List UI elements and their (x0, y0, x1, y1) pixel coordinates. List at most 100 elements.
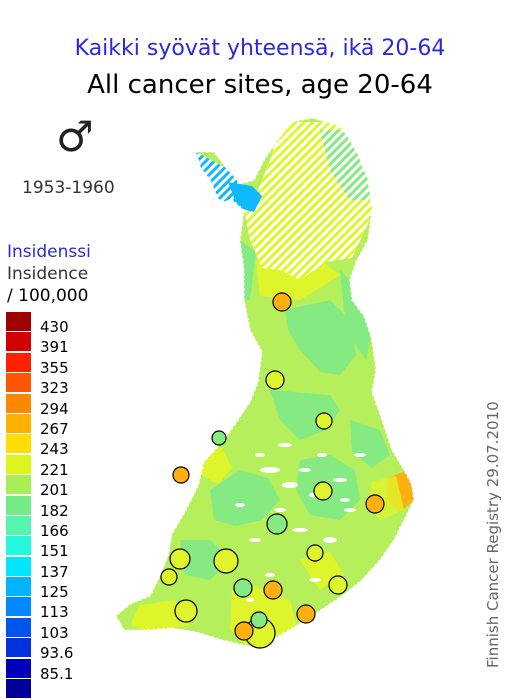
legend-value: 323 (40, 379, 69, 398)
lake (265, 573, 275, 577)
legend-item: 243 (6, 434, 106, 459)
region-marker (169, 548, 191, 570)
region-marker (160, 568, 178, 586)
lake (292, 528, 308, 532)
legend-value: 137 (40, 562, 69, 581)
legend-item: 201 (6, 475, 106, 500)
legend-swatch (6, 515, 31, 535)
lake (317, 453, 327, 457)
legend-value: 221 (40, 460, 69, 479)
lake (354, 453, 366, 457)
legend-swatch (6, 597, 31, 617)
region-marker (313, 481, 333, 501)
legend-swatch (6, 454, 31, 474)
region-marker (365, 494, 385, 514)
legend-value: 93.6 (40, 644, 74, 663)
legend-item: 294 (6, 393, 106, 416)
legend-title-finnish: Insidenssi (7, 242, 91, 262)
legend-item: 125 (6, 577, 106, 602)
legend-item: 85.1 (6, 658, 106, 683)
legend-swatch (6, 413, 31, 433)
legend-swatch (6, 679, 31, 699)
lake (249, 538, 261, 542)
lake (246, 598, 254, 602)
legend-swatch (6, 536, 31, 556)
legend-swatch (6, 495, 31, 515)
region-marker (266, 513, 288, 535)
green-zone (340, 270, 372, 360)
legend-value: 430 (40, 318, 69, 336)
legend-value: 103 (40, 623, 69, 642)
region-marker (234, 621, 254, 641)
lake (274, 508, 286, 512)
legend-value: 355 (40, 358, 69, 377)
legend-item: 391 (6, 332, 106, 357)
region-marker (250, 611, 268, 629)
region-marker (296, 604, 316, 624)
legend-value: 85.1 (40, 664, 74, 683)
legend-item: 323 (6, 373, 106, 398)
legend-item: 355 (6, 352, 106, 377)
legend-value: 182 (40, 501, 69, 520)
legend-value: 113 (40, 603, 69, 622)
lake (255, 453, 265, 457)
legend-swatch (6, 475, 31, 495)
legend-swatch (6, 617, 31, 637)
lake (260, 467, 280, 473)
legend-swatch (6, 393, 31, 413)
green-zone (285, 300, 356, 375)
region-marker (315, 412, 333, 430)
legend-value: 151 (40, 542, 69, 561)
region-marker (272, 292, 292, 312)
lake (235, 503, 245, 507)
legend-title-english: Insidence (7, 264, 89, 284)
lake (309, 578, 321, 582)
legend-item: 166 (6, 515, 106, 540)
male-symbol-icon: ♂ (56, 112, 94, 161)
region-marker (265, 370, 285, 390)
legend-item: 151 (6, 536, 106, 561)
legend-unit: / 100,000 (7, 286, 89, 306)
legend-value: 125 (40, 583, 69, 602)
legend-value: 243 (40, 440, 69, 459)
lake (282, 482, 298, 488)
legend-swatch (6, 638, 31, 658)
title-english: All cancer sites, age 20-64 (87, 70, 433, 100)
region-marker (172, 466, 190, 484)
legend-swatch (6, 434, 31, 454)
lake (344, 508, 356, 512)
title-finnish: Kaikki syövät yhteensä, ikä 20-64 (74, 36, 446, 61)
period-label: 1953-1960 (22, 178, 115, 198)
legend-value: 391 (40, 338, 69, 357)
legend-value: 267 (40, 419, 69, 438)
legend-swatch (6, 352, 31, 372)
legend-item: 137 (6, 556, 106, 581)
legend-swatch (6, 658, 31, 678)
legend-item: 430 (6, 312, 106, 336)
legend-item: 267 (6, 413, 106, 438)
region-marker (213, 548, 239, 574)
lake (340, 498, 350, 502)
green-zone (210, 470, 280, 526)
region-marker (263, 580, 283, 600)
legend-swatch (6, 373, 31, 393)
region-marker (306, 544, 324, 562)
legend-swatch (6, 577, 31, 597)
legend-item: 221 (6, 454, 106, 479)
legend-item: 113 (6, 597, 106, 622)
legend-item (6, 679, 106, 699)
region-marker (174, 599, 198, 623)
region-marker (233, 578, 253, 598)
legend-value: 201 (40, 481, 69, 500)
region-marker (211, 430, 227, 446)
legend-item: 182 (6, 495, 106, 520)
legend-swatch (6, 312, 31, 331)
lake (323, 537, 337, 543)
region-marker (328, 575, 348, 595)
lake (333, 478, 347, 482)
legend-swatch (6, 556, 31, 576)
legend-value: 166 (40, 521, 69, 540)
yellow-zone (256, 260, 340, 300)
lake (299, 468, 311, 472)
